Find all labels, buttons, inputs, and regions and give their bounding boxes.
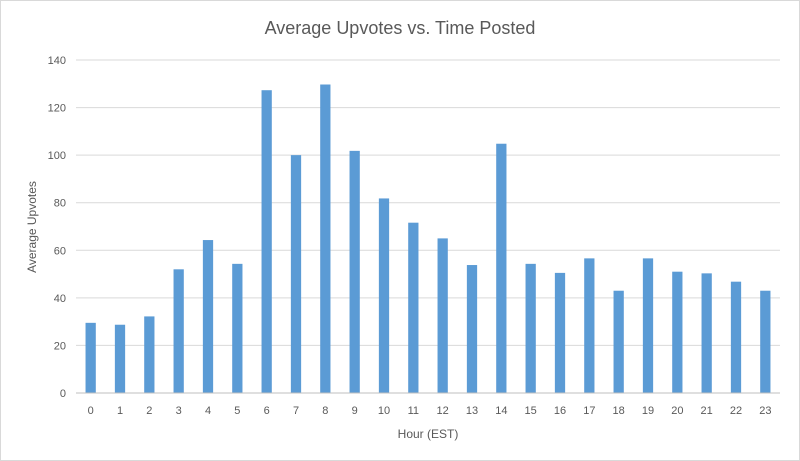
bar-hour-3 (173, 269, 184, 393)
bar-hour-17 (584, 258, 595, 393)
gridlines (76, 59, 780, 346)
y-tick-label: 140 (48, 55, 66, 67)
bar-hour-15 (525, 263, 536, 393)
bar-hour-6 (261, 90, 272, 393)
y-tick-label: 120 (48, 103, 66, 115)
x-tick-label: 17 (583, 405, 595, 417)
bar-hour-22 (730, 281, 742, 393)
y-axis-ticks: 0 20 40 60 80 100 120 140 (48, 55, 66, 400)
bar-hour-13 (466, 265, 478, 393)
bar-hour-1 (114, 324, 126, 393)
y-tick-label: 100 (48, 150, 66, 162)
x-tick-label: 6 (264, 405, 270, 417)
x-tick-label: 13 (466, 405, 478, 417)
x-tick-label: 12 (437, 405, 449, 417)
y-tick-label: 0 (60, 388, 66, 400)
bar-hour-19 (642, 258, 654, 393)
y-tick-label: 80 (54, 198, 66, 210)
x-tick-label: 20 (671, 405, 683, 417)
y-tick-label: 20 (54, 340, 66, 352)
x-tick-label: 15 (525, 405, 537, 417)
x-tick-label: 19 (642, 405, 654, 417)
y-tick-label: 40 (54, 293, 66, 305)
bar-hour-18 (613, 290, 624, 393)
x-tick-label: 16 (554, 405, 566, 417)
y-axis-title: Average Upvotes (25, 181, 39, 273)
bar-hour-4 (202, 240, 214, 393)
x-tick-label: 8 (322, 405, 328, 417)
x-tick-label: 14 (495, 405, 507, 417)
chart-title: Average Upvotes vs. Time Posted (265, 18, 536, 38)
bar-hour-5 (232, 263, 243, 393)
x-tick-label: 0 (88, 405, 94, 417)
x-tick-label: 22 (730, 405, 742, 417)
x-axis-title: Hour (EST) (398, 427, 459, 441)
x-tick-label: 21 (701, 405, 713, 417)
bar-hour-2 (144, 316, 155, 393)
bar-hour-12 (437, 238, 448, 393)
bar-hour-20 (672, 271, 683, 393)
x-tick-label: 10 (378, 405, 390, 417)
bar-hour-8 (320, 84, 331, 394)
y-tick-label: 60 (54, 245, 66, 257)
x-tick-label: 1 (117, 405, 123, 417)
bar-hour-16 (554, 272, 566, 393)
bar-hour-10 (378, 198, 390, 393)
bar-hour-11 (408, 222, 419, 393)
bar-hour-14 (496, 143, 507, 393)
bar-hour-9 (349, 150, 360, 393)
x-tick-label: 3 (176, 405, 182, 417)
x-tick-label: 7 (293, 405, 299, 417)
x-tick-label: 18 (613, 405, 625, 417)
bar-hour-0 (85, 322, 96, 393)
bar-hour-23 (760, 290, 771, 393)
x-tick-label: 5 (234, 405, 240, 417)
x-tick-label: 4 (205, 405, 211, 417)
x-tick-label: 23 (759, 405, 771, 417)
bar-hour-21 (701, 273, 712, 393)
bar-hour-7 (290, 155, 302, 393)
bars (85, 84, 771, 394)
x-tick-label: 2 (146, 405, 152, 417)
x-tick-label: 11 (408, 405, 419, 417)
x-axis-ticks: 0 1 2 3 4 5 6 7 8 9 10 11 12 13 14 15 16 17 18 19 20 21 22 23 (88, 405, 772, 417)
x-tick-label: 9 (352, 405, 358, 417)
